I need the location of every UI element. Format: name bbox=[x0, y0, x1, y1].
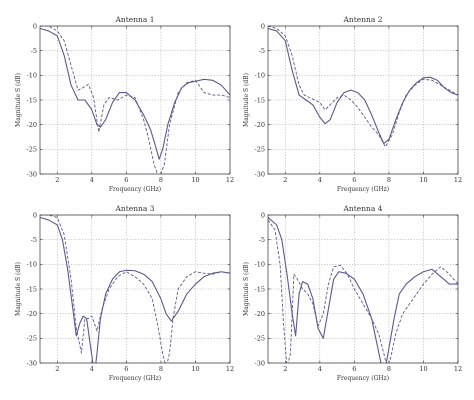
x-tick-label: 10 bbox=[419, 365, 427, 373]
y-tick-label: -30 bbox=[255, 359, 265, 367]
y-tick-label: -5 bbox=[31, 47, 37, 55]
y-tick-label: -20 bbox=[255, 121, 265, 129]
x-tick-label: 12 bbox=[454, 365, 462, 373]
x-tick-label: 10 bbox=[191, 176, 199, 184]
x-tick-label: 10 bbox=[191, 365, 199, 373]
x-tick-label: 2 bbox=[55, 365, 59, 373]
y-tick-label: -20 bbox=[255, 310, 265, 318]
chart-title: Antenna 3 bbox=[115, 204, 155, 213]
plot-frame bbox=[39, 25, 231, 175]
y-tick-label: -15 bbox=[27, 285, 37, 293]
y-tick-label: 0 bbox=[261, 22, 265, 30]
y-tick-label: 0 bbox=[33, 211, 37, 219]
x-axis-label: Frequency (GHz) bbox=[337, 375, 389, 382]
x-tick-label: 2 bbox=[283, 365, 287, 373]
x-tick-label: 8 bbox=[387, 365, 391, 373]
y-axis-label: Magnitude S (dB) bbox=[15, 262, 22, 316]
series-group bbox=[40, 215, 230, 363]
series-line-solid bbox=[40, 27, 230, 160]
chart-title: Antenna 1 bbox=[115, 15, 155, 24]
x-tick-label: 12 bbox=[454, 176, 462, 184]
x-tick-label: 2 bbox=[55, 176, 59, 184]
y-tick-label: 0 bbox=[33, 22, 37, 30]
y-tick-label: -15 bbox=[27, 96, 37, 104]
plot-frame bbox=[267, 214, 459, 364]
x-tick-label: 4 bbox=[90, 365, 94, 373]
x-tick-label: 12 bbox=[226, 176, 234, 184]
y-axis-label: Magnitude S (dB) bbox=[15, 73, 22, 127]
x-tick-label: 6 bbox=[352, 176, 356, 184]
plot-frame bbox=[267, 25, 459, 175]
chart-panel-4: 2 4 6 8 10 12 0 -5 -10 -15 -20 -25 -30 Antenna 4 Frequ… bbox=[243, 204, 462, 382]
y-tick-label: -10 bbox=[27, 261, 37, 269]
y-tick-label: -25 bbox=[27, 146, 37, 154]
y-tick-label: -10 bbox=[255, 261, 265, 269]
series-line-solid bbox=[40, 216, 230, 363]
x-tick-label: 8 bbox=[159, 176, 163, 184]
series-line-dashed bbox=[40, 215, 230, 363]
chart-title: Antenna 2 bbox=[343, 15, 383, 24]
y-tick-label: -10 bbox=[27, 72, 37, 80]
chart-title: Antenna 4 bbox=[343, 204, 383, 213]
x-tick-label: 6 bbox=[352, 365, 356, 373]
y-tick-label: -30 bbox=[255, 170, 265, 178]
x-axis-label: Frequency (GHz) bbox=[337, 186, 389, 193]
series-line-solid bbox=[268, 27, 458, 144]
x-tick-label: 2 bbox=[283, 176, 287, 184]
x-tick-label: 10 bbox=[419, 176, 427, 184]
x-tick-label: 6 bbox=[124, 176, 128, 184]
y-tick-label: -30 bbox=[27, 170, 37, 178]
series-line-dashed bbox=[268, 219, 458, 363]
x-tick-label: 8 bbox=[387, 176, 391, 184]
x-tick-label: 6 bbox=[124, 365, 128, 373]
series-group bbox=[268, 26, 458, 148]
y-axis-label: Magnitude S (dB) bbox=[243, 73, 250, 127]
series-line-dashed bbox=[40, 26, 230, 174]
x-tick-label: 4 bbox=[318, 365, 322, 373]
y-axis-label: Magnitude S (dB) bbox=[243, 262, 250, 316]
y-tick-label: -20 bbox=[27, 310, 37, 318]
chart-panel-1: 2 4 6 8 10 12 0 -5 -10 -15 -20 -25 -30 Antenna 1 Frequ… bbox=[15, 15, 234, 193]
y-tick-label: -10 bbox=[255, 72, 265, 80]
y-tick-label: -25 bbox=[255, 146, 265, 154]
x-tick-label: 8 bbox=[159, 365, 163, 373]
y-tick-label: -5 bbox=[259, 236, 265, 244]
chart-panel-2: 2 4 6 8 10 12 0 -5 -10 -15 -20 -25 -30 Antenna 2 Frequ… bbox=[243, 15, 462, 193]
y-tick-label: 0 bbox=[261, 211, 265, 219]
x-axis-label: Frequency (GHz) bbox=[109, 186, 161, 193]
series-group bbox=[268, 217, 458, 363]
x-tick-label: 12 bbox=[226, 365, 234, 373]
y-tick-label: -5 bbox=[31, 236, 37, 244]
x-axis-label: Frequency (GHz) bbox=[109, 375, 161, 382]
y-tick-label: -15 bbox=[255, 96, 265, 104]
y-tick-label: -25 bbox=[27, 335, 37, 343]
y-tick-label: -25 bbox=[255, 335, 265, 343]
series-line-dashed bbox=[268, 26, 458, 148]
chart-panel-3: 2 4 6 8 10 12 0 -5 -10 -15 -20 -25 -30 Antenna 3 Frequ… bbox=[15, 204, 234, 382]
y-tick-label: -15 bbox=[255, 285, 265, 293]
series-group bbox=[40, 26, 230, 174]
plot-frame bbox=[39, 214, 231, 364]
series-line-solid bbox=[268, 217, 458, 363]
y-tick-label: -30 bbox=[27, 359, 37, 367]
y-tick-label: -20 bbox=[27, 121, 37, 129]
x-tick-label: 4 bbox=[318, 176, 322, 184]
y-tick-label: -5 bbox=[259, 47, 265, 55]
x-tick-label: 4 bbox=[90, 176, 94, 184]
